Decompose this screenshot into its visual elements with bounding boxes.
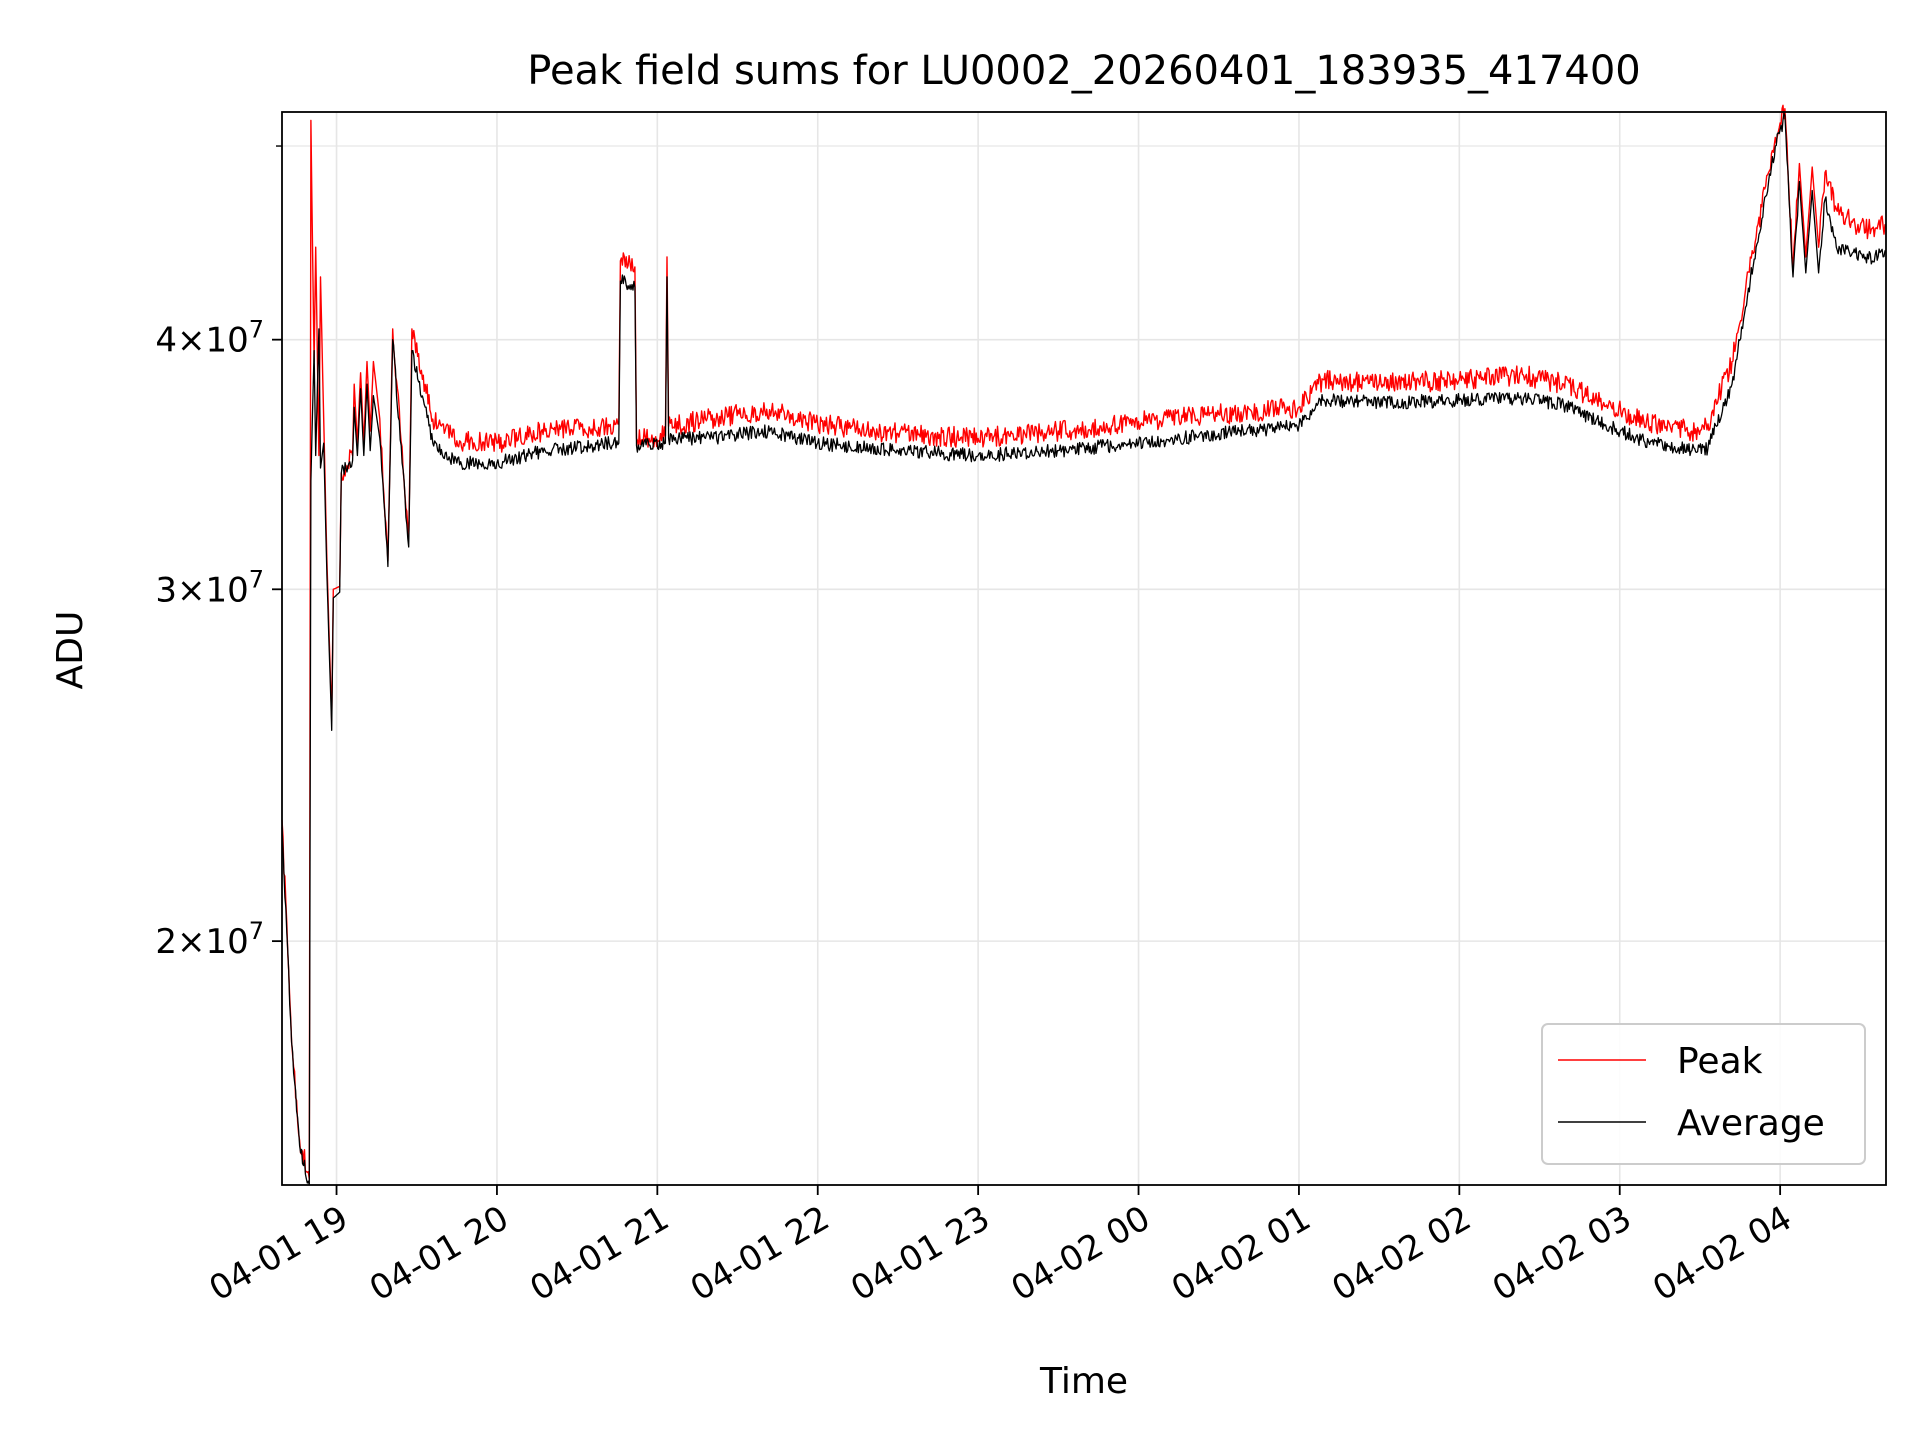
plot-frame bbox=[281, 111, 1887, 1186]
legend-label-peak: Peak bbox=[1677, 1041, 1763, 1082]
y-tick-label: 4×107 bbox=[155, 316, 264, 361]
series-line-average bbox=[281, 112, 1887, 1186]
legend-frame bbox=[1541, 1023, 1866, 1165]
legend-label-average: Average bbox=[1677, 1103, 1825, 1144]
series-line-peak bbox=[281, 104, 1887, 1180]
series-lines bbox=[281, 104, 1887, 1186]
x-axis-label: Time bbox=[1039, 1361, 1128, 1402]
y-tick-label: 2×107 bbox=[155, 917, 264, 962]
y-axis-ticks: 2×107 3×107 4×107 bbox=[155, 145, 282, 962]
y-tick-label: 3×107 bbox=[155, 565, 264, 610]
legend: Peak Average bbox=[1541, 1023, 1866, 1165]
y-axis-label: ADU bbox=[50, 611, 91, 690]
grid bbox=[282, 112, 1886, 1185]
chart-title: Peak field sums for LU0002_20260401_1839… bbox=[527, 48, 1641, 94]
